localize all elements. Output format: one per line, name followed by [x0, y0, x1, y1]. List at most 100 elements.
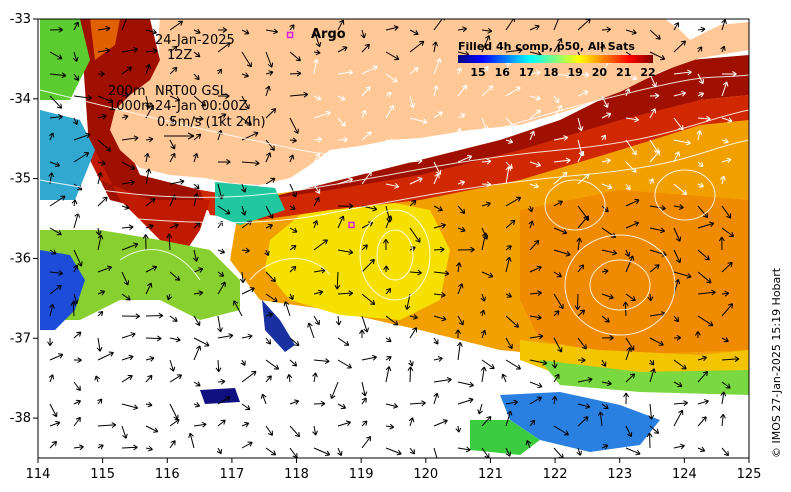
current-vector-arrow	[145, 425, 159, 433]
current-vector-arrow	[673, 443, 685, 450]
current-vector-arrow	[145, 136, 154, 143]
current-vector-arrow	[145, 48, 158, 54]
current-vector-arrow	[72, 117, 79, 125]
current-vector-arrow	[553, 337, 563, 353]
current-vector-arrow	[601, 268, 609, 275]
colorbar-tick-label: 22	[640, 66, 655, 79]
current-vector-arrow	[505, 117, 517, 130]
current-vector-arrow	[145, 401, 153, 408]
current-vector-arrow	[97, 290, 106, 296]
current-vector-arrow	[385, 104, 395, 119]
current-vector-arrow	[361, 244, 368, 251]
current-vector-arrow	[289, 204, 296, 210]
current-vector-arrow	[673, 334, 682, 341]
date-label: 24-Jan-2025	[155, 33, 235, 48]
current-vector-arrow	[265, 177, 276, 185]
current-vector-arrow	[577, 376, 593, 383]
current-vector-arrow	[529, 314, 542, 321]
current-vector-arrow	[477, 403, 483, 415]
current-vector-arrow	[673, 400, 688, 407]
current-vector-arrow	[721, 205, 732, 219]
current-vector-arrow	[97, 311, 104, 317]
current-vector-arrow	[169, 359, 176, 372]
current-vector-arrow	[696, 130, 703, 141]
current-vector-arrow	[481, 136, 489, 143]
current-vector-arrow	[193, 345, 202, 361]
current-vector-arrow	[721, 447, 730, 457]
current-vector-arrow	[601, 315, 610, 323]
current-vector-arrow	[286, 373, 293, 383]
current-vector-arrow	[169, 374, 183, 383]
current-vector-arrow	[525, 440, 532, 449]
current-vector-arrow	[49, 113, 63, 120]
current-vector-arrow	[718, 236, 725, 251]
current-vector-arrow	[312, 220, 319, 229]
current-vector-arrow	[361, 131, 372, 141]
current-vector-arrow	[283, 301, 291, 317]
current-vector-arrow	[217, 315, 223, 333]
current-vector-arrow	[215, 359, 222, 373]
current-vector-arrow	[289, 447, 298, 458]
current-vector-arrow	[649, 227, 666, 234]
current-vector-arrow	[433, 173, 440, 185]
colorbar-tick-label: 15	[470, 66, 485, 79]
current-vector-arrow	[216, 68, 223, 75]
current-vector-arrow	[49, 285, 62, 295]
current-vector-arrow	[697, 221, 715, 229]
y-tick-label: -34	[10, 92, 31, 107]
current-vector-arrow	[409, 327, 418, 339]
current-vector-arrow	[337, 447, 343, 457]
current-vector-arrow	[96, 337, 103, 352]
current-vector-arrow	[313, 196, 320, 207]
current-vector-arrow	[264, 249, 270, 256]
current-vector-arrow	[505, 410, 513, 427]
current-vector-arrow	[721, 381, 731, 389]
current-vector-arrow	[385, 447, 402, 456]
current-vector-arrow	[553, 200, 563, 207]
current-vector-arrow	[433, 246, 445, 253]
current-vector-arrow	[697, 315, 714, 327]
current-vector-arrow	[457, 246, 475, 253]
current-vector-arrow	[385, 366, 392, 383]
current-vector-arrow	[697, 355, 708, 362]
x-tick-label: 125	[737, 467, 762, 482]
current-vector-arrow	[673, 381, 683, 388]
current-vector-arrow	[649, 368, 656, 383]
y-tick-label: -38	[10, 411, 31, 426]
current-vector-arrow	[240, 359, 246, 366]
current-vector-arrow	[457, 397, 474, 405]
current-vector-arrow	[361, 65, 378, 75]
current-vector-arrow	[73, 249, 83, 267]
current-vector-arrow	[145, 356, 155, 362]
current-vector-arrow	[97, 398, 103, 405]
current-vector-arrow	[673, 183, 688, 196]
current-vector-arrow	[49, 51, 63, 60]
argo-markers	[286, 31, 355, 229]
current-vector-arrow	[577, 117, 584, 132]
current-vector-arrow	[385, 356, 392, 362]
current-vector-arrow	[433, 270, 450, 277]
current-vector-arrow	[193, 133, 202, 141]
current-vector-arrow	[409, 40, 425, 53]
current-vector-arrow	[361, 436, 372, 449]
product-time-label: 24-Jan 00:00Z	[155, 99, 248, 114]
current-vector-arrow	[457, 84, 468, 97]
current-vector-arrow	[313, 358, 330, 365]
current-vector-arrow	[49, 161, 61, 168]
current-vector-arrow	[169, 139, 176, 150]
current-vector-arrow	[649, 205, 666, 211]
current-vector-arrow	[409, 117, 428, 125]
current-vector-arrow	[166, 233, 173, 251]
current-vector-arrow	[505, 292, 512, 298]
current-vector-arrow	[121, 92, 130, 99]
y-tick-label: -37	[10, 331, 31, 346]
current-vector-arrow	[217, 396, 231, 405]
current-vector-arrow	[577, 309, 586, 317]
current-vector-arrow	[337, 337, 350, 346]
current-vector-arrow	[169, 271, 181, 281]
current-vector-arrow	[312, 425, 318, 436]
x-tick-label: 116	[155, 467, 180, 482]
current-vector-arrow	[385, 183, 400, 189]
argo-float-marker	[286, 31, 294, 39]
current-vector-arrow	[337, 69, 354, 76]
